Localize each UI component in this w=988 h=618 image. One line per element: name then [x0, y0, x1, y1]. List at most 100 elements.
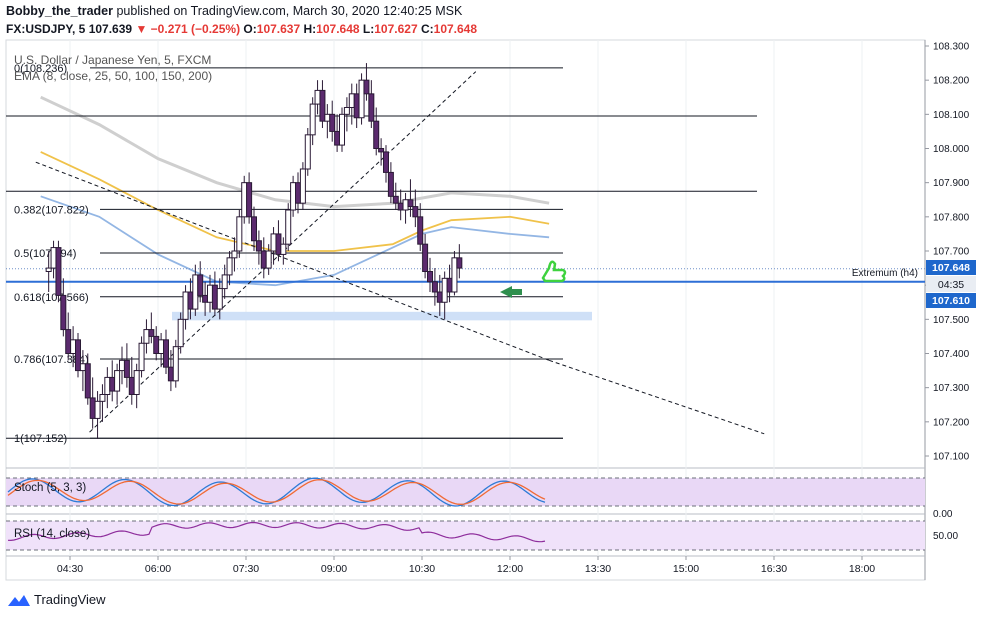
candle-body — [299, 168, 306, 204]
candle — [343, 97, 350, 132]
candle-body — [353, 93, 360, 119]
candle-body — [309, 103, 316, 136]
trend-line — [35, 161, 550, 361]
candle — [182, 285, 189, 330]
candle-body — [251, 216, 257, 242]
price-tick-label: 107.300 — [933, 383, 970, 394]
candle — [216, 278, 223, 320]
fib-level-label: 0(108.236) — [14, 63, 67, 75]
candle — [392, 182, 399, 210]
candle — [309, 97, 316, 146]
candle-body — [373, 120, 380, 149]
candle-body — [339, 113, 345, 146]
candle-body — [255, 240, 262, 252]
candle-body — [436, 291, 443, 303]
candle — [167, 350, 174, 392]
candle-body — [265, 250, 272, 269]
stoch-axis-label: 0.00 — [933, 509, 953, 520]
candle-body — [211, 284, 218, 310]
ema-line — [40, 151, 550, 252]
candle-body — [358, 79, 365, 119]
candle — [138, 336, 145, 378]
ema-legend[interactable]: EMA (8, close, 25, 50, 100, 150, 200) — [14, 69, 212, 83]
candle — [373, 107, 380, 156]
candle — [304, 128, 311, 176]
stoch-d-line — [7, 479, 546, 505]
candle-body — [427, 271, 433, 283]
candle-body — [236, 216, 243, 252]
extremum-label: Extremum (h4) — [852, 268, 918, 279]
candle-body — [304, 134, 311, 170]
footer-brand[interactable]: TradingView — [34, 592, 106, 607]
last-price-tag — [926, 260, 976, 275]
candle-body — [378, 148, 385, 153]
candle — [109, 360, 116, 402]
rsi-axis-label: 50.00 — [933, 531, 958, 542]
candle-body — [216, 288, 223, 310]
candle — [84, 353, 91, 405]
level-price-tag-text: 107.610 — [932, 295, 970, 307]
price-tick-label: 107.200 — [933, 417, 970, 428]
candle-body — [197, 274, 204, 296]
candle-body — [45, 267, 52, 273]
candle-body — [397, 202, 404, 211]
time-tick-label: 15:00 — [673, 563, 699, 575]
candle — [387, 162, 394, 204]
price-tick-label: 107.800 — [933, 212, 970, 223]
candle — [456, 244, 463, 279]
rsi-band — [6, 521, 925, 550]
candle — [363, 63, 370, 101]
candle-body — [94, 400, 101, 419]
symbol-name[interactable]: FX:USDJPY, 5 — [6, 22, 86, 36]
stoch-label[interactable]: Stoch (5, 3, 3) — [14, 482, 86, 494]
candle-body — [119, 359, 125, 372]
candle — [299, 162, 306, 210]
candle — [119, 346, 125, 385]
candle — [202, 281, 209, 316]
candle — [50, 240, 57, 279]
price-tick-label: 108.100 — [933, 110, 970, 121]
candle — [265, 244, 272, 275]
rsi-label[interactable]: RSI (14, close) — [14, 528, 90, 540]
candle-body — [363, 79, 370, 95]
candle-body — [187, 291, 194, 310]
candle — [89, 377, 96, 429]
candle — [251, 206, 257, 251]
candle-body — [226, 257, 233, 276]
candle — [314, 80, 321, 115]
countdown-tag — [926, 276, 976, 292]
series-title[interactable]: U.S. Dollar / Japanese Yen, 5, FXCM — [14, 53, 211, 67]
candle-body — [290, 182, 297, 211]
candle — [143, 319, 150, 354]
fib-retracement: 0(108.236) 0.382(107.822) 0.5(107.694) 0.61… — [6, 63, 563, 445]
candle-body — [412, 206, 419, 218]
candle-body — [270, 233, 277, 252]
candle — [339, 107, 345, 152]
symbol-quote-line: FX:USDJPY, 5 107.639 ▼ −0.271 (−0.25%) O… — [6, 22, 478, 36]
candle — [417, 203, 424, 251]
candle — [348, 83, 355, 125]
candle — [241, 175, 248, 224]
candle — [280, 237, 287, 265]
candle-body — [138, 342, 145, 372]
candle-body — [285, 209, 292, 245]
candle — [231, 237, 238, 272]
fib-level-label: 0.618(107.566) — [14, 292, 89, 304]
price-tick-label: 108.000 — [933, 144, 970, 155]
candle — [177, 312, 184, 354]
price-tick-label: 108.200 — [933, 76, 970, 87]
time-tick-label: 18:00 — [849, 563, 875, 575]
price-change: −0.271 (−0.25%) — [150, 22, 241, 36]
low-value: 107.627 — [374, 22, 418, 36]
candle-body — [55, 247, 62, 296]
candle — [207, 274, 213, 313]
candle — [295, 172, 301, 214]
support-zone — [172, 311, 592, 321]
candle-body — [148, 329, 155, 337]
candle — [353, 83, 360, 128]
candle-body — [99, 394, 106, 402]
candle-body — [295, 182, 301, 204]
countdown-tag-text: 04:35 — [938, 279, 964, 291]
author-name[interactable]: Bobby_the_trader — [6, 4, 113, 18]
